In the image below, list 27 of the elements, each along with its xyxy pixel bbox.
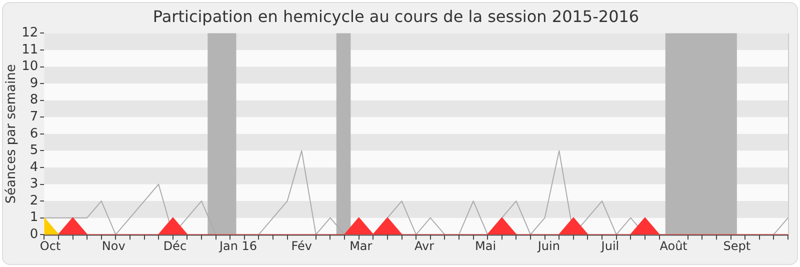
x-tick-label: Août (660, 238, 688, 253)
x-tick-label: Déc (163, 238, 187, 253)
y-tick-label: 10 (22, 59, 38, 74)
y-tick-label: 9 (30, 76, 38, 91)
x-tick-label: Oct (40, 238, 61, 253)
y-tick-label: 1 (30, 210, 38, 226)
x-tick-label: Avr (414, 238, 434, 253)
y-tick-label: 7 (30, 109, 38, 124)
x-tick-label: Juin (536, 238, 560, 253)
y-tick-label: 0 (30, 226, 38, 242)
y-tick-label: 5 (30, 143, 38, 158)
x-tick-label: Fév (291, 238, 312, 253)
x-tick-label: Sept (723, 238, 751, 253)
y-tick-label: 11 (22, 42, 38, 58)
y-tick-label: 12 (22, 26, 38, 41)
x-tick-label: Mai (475, 238, 496, 253)
y-tick-label: 3 (30, 176, 38, 192)
y-axis-title: Séances par semaine (4, 64, 20, 204)
x-tick-label: Jan 16 (218, 238, 258, 253)
x-tick-label: Juil (600, 238, 620, 253)
y-tick-label: 2 (30, 193, 38, 208)
x-tick-label: Mar (350, 238, 372, 253)
y-tick-label: 4 (30, 160, 38, 175)
x-tick-label: Nov (102, 238, 126, 253)
y-tick-label: 8 (30, 92, 38, 108)
chart-title: Participation en hemicycle au cours de la session 2015-2016 (152, 6, 640, 26)
y-tick-label: 6 (30, 126, 38, 142)
